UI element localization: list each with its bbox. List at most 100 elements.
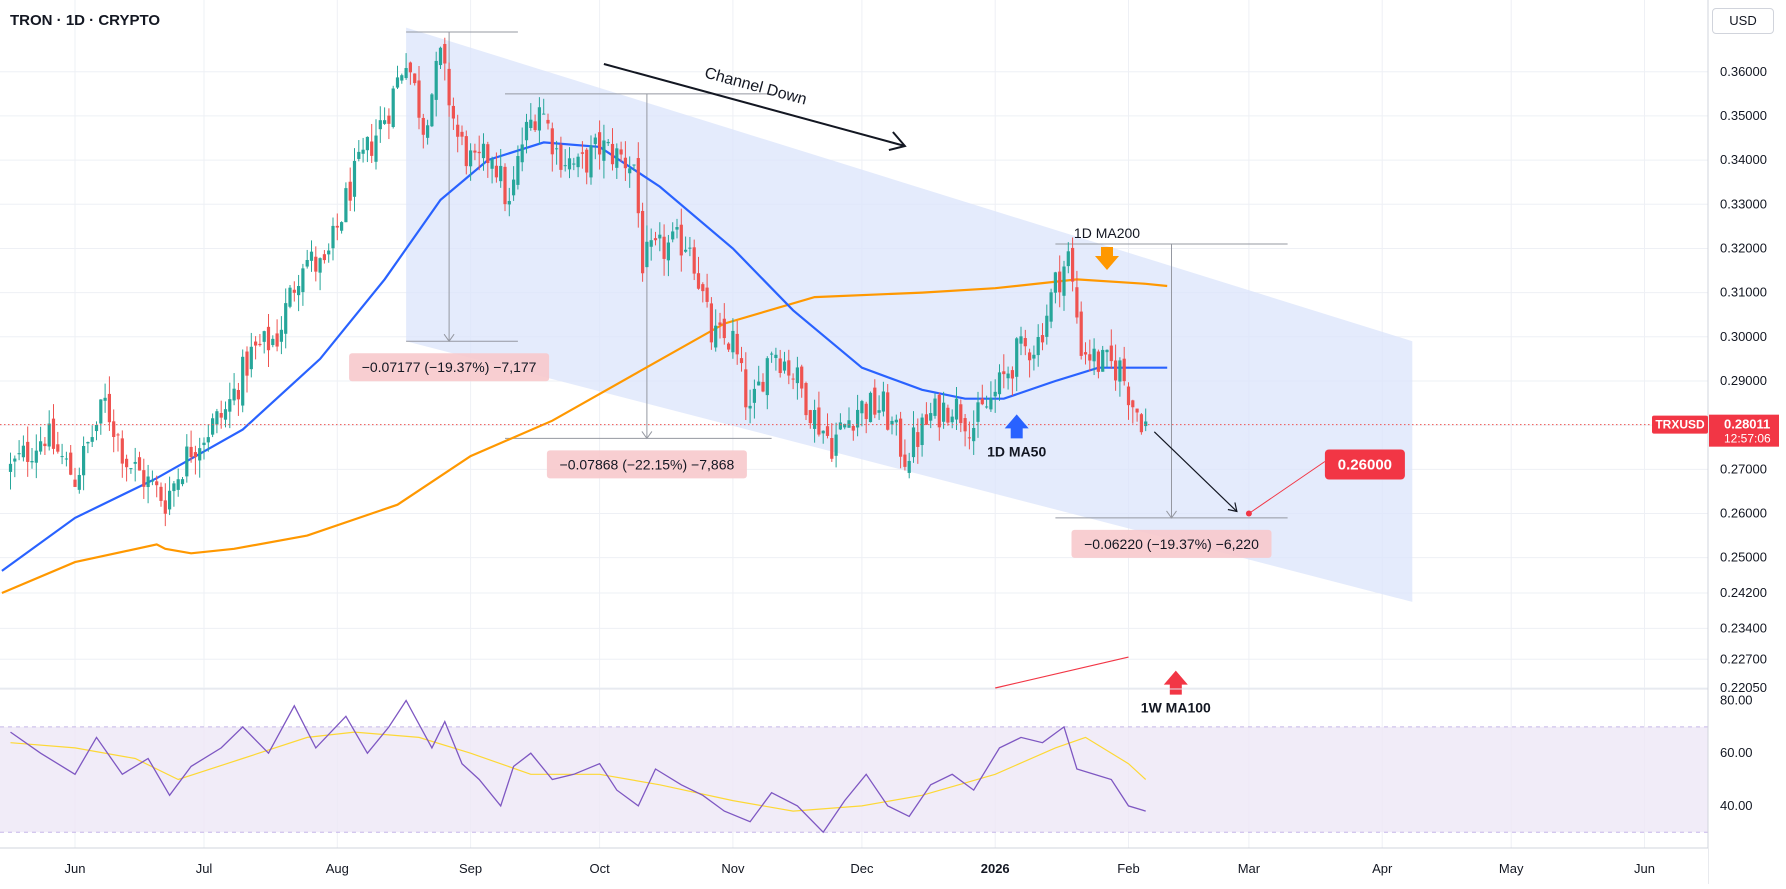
price-tick-label: 0.31000 bbox=[1720, 285, 1767, 300]
candle-body bbox=[615, 148, 619, 168]
candle-body bbox=[361, 149, 365, 154]
candle-body bbox=[241, 356, 245, 406]
candle-body bbox=[623, 157, 627, 169]
rsi-tick-label: 60.00 bbox=[1720, 745, 1753, 760]
candle-body bbox=[297, 286, 301, 296]
candle-body bbox=[352, 160, 357, 197]
candle-body bbox=[877, 410, 881, 413]
candle-body bbox=[56, 444, 60, 452]
candle-body bbox=[159, 486, 163, 501]
candle-body bbox=[795, 367, 799, 384]
candle-body bbox=[907, 460, 911, 473]
candle-body bbox=[1002, 371, 1006, 375]
candle-body bbox=[464, 136, 468, 167]
candle-body bbox=[894, 419, 898, 423]
candle-body bbox=[563, 165, 567, 167]
candle-body bbox=[1023, 338, 1027, 347]
candle-body bbox=[610, 143, 615, 165]
candle-body bbox=[967, 437, 971, 439]
candle-body bbox=[236, 389, 240, 400]
candle-body bbox=[924, 414, 928, 425]
candle-body bbox=[997, 372, 1002, 395]
candle-body bbox=[477, 151, 481, 154]
candle-body bbox=[155, 481, 159, 486]
candle-body bbox=[189, 446, 193, 458]
candle-body bbox=[400, 75, 404, 81]
candle-body bbox=[494, 165, 498, 178]
candle-body bbox=[1135, 408, 1139, 413]
candle-body bbox=[989, 397, 993, 410]
candle-body bbox=[817, 407, 821, 435]
candle-body bbox=[1105, 349, 1109, 353]
candle-body bbox=[606, 141, 610, 144]
candle-body bbox=[1126, 386, 1131, 406]
candle-body bbox=[567, 158, 572, 170]
candle-body bbox=[1015, 338, 1019, 377]
candle-body bbox=[473, 150, 477, 153]
candle-body bbox=[430, 94, 434, 127]
candle-body bbox=[529, 119, 533, 128]
candle-body bbox=[460, 131, 464, 137]
candle-body bbox=[1053, 272, 1057, 293]
candle-body bbox=[486, 144, 490, 164]
candle-body bbox=[137, 457, 142, 471]
candle-body bbox=[86, 441, 90, 444]
rsi-tick-label: 40.00 bbox=[1720, 798, 1753, 813]
candle-body bbox=[112, 421, 116, 437]
candle-body bbox=[645, 241, 649, 268]
annotation-label: 1D MA50 bbox=[987, 443, 1046, 459]
candle-body bbox=[305, 259, 309, 267]
candle-body bbox=[679, 224, 683, 256]
candle-body bbox=[791, 378, 795, 380]
candle-body bbox=[572, 163, 576, 165]
candle-body bbox=[929, 413, 933, 421]
candle-body bbox=[340, 222, 344, 231]
time-tick-label: Dec bbox=[850, 861, 874, 876]
candle-body bbox=[761, 381, 765, 392]
candle-body bbox=[628, 168, 632, 174]
candle-body bbox=[524, 121, 529, 141]
time-tick-label: Sep bbox=[459, 861, 482, 876]
candle-body bbox=[288, 287, 292, 307]
candle-body bbox=[301, 268, 305, 293]
candle-body bbox=[856, 409, 860, 428]
candle-body bbox=[146, 476, 150, 488]
price-tick-label: 0.35000 bbox=[1720, 108, 1767, 123]
candle-body bbox=[1028, 352, 1032, 361]
candle-body bbox=[808, 410, 812, 424]
candle-body bbox=[580, 152, 584, 154]
candle-body bbox=[972, 427, 976, 442]
candle-body bbox=[17, 453, 21, 455]
ma-annotation: 1D MA50 bbox=[987, 414, 1046, 459]
candle-body bbox=[804, 383, 808, 416]
candle-body bbox=[718, 322, 722, 325]
candle-body bbox=[279, 329, 283, 342]
candle-body bbox=[387, 115, 391, 124]
candle-body bbox=[757, 381, 761, 386]
candle-body bbox=[443, 43, 447, 64]
symbol-badge bbox=[1652, 415, 1708, 434]
candle-body bbox=[451, 105, 455, 119]
candle-body bbox=[512, 179, 516, 196]
price-tick-label: 0.36000 bbox=[1720, 64, 1767, 79]
candle-body bbox=[481, 143, 486, 159]
candle-body bbox=[1071, 247, 1075, 282]
candle-body bbox=[258, 343, 262, 346]
candle-body bbox=[843, 423, 847, 428]
candle-body bbox=[976, 402, 980, 422]
ma50-line bbox=[1, 141, 1168, 572]
candle-body bbox=[709, 303, 713, 343]
candle-body bbox=[942, 402, 946, 422]
candle-body bbox=[249, 346, 253, 370]
candle-body bbox=[576, 156, 580, 168]
candle-body bbox=[39, 441, 43, 452]
candle-body bbox=[142, 470, 146, 487]
candle-body bbox=[899, 418, 903, 457]
currency-button[interactable]: USD bbox=[1712, 8, 1774, 34]
candle-body bbox=[94, 424, 99, 432]
candle-body bbox=[395, 77, 400, 88]
time-tick-label: May bbox=[1499, 861, 1524, 876]
candle-body bbox=[555, 148, 559, 150]
candle-body bbox=[1010, 370, 1014, 379]
